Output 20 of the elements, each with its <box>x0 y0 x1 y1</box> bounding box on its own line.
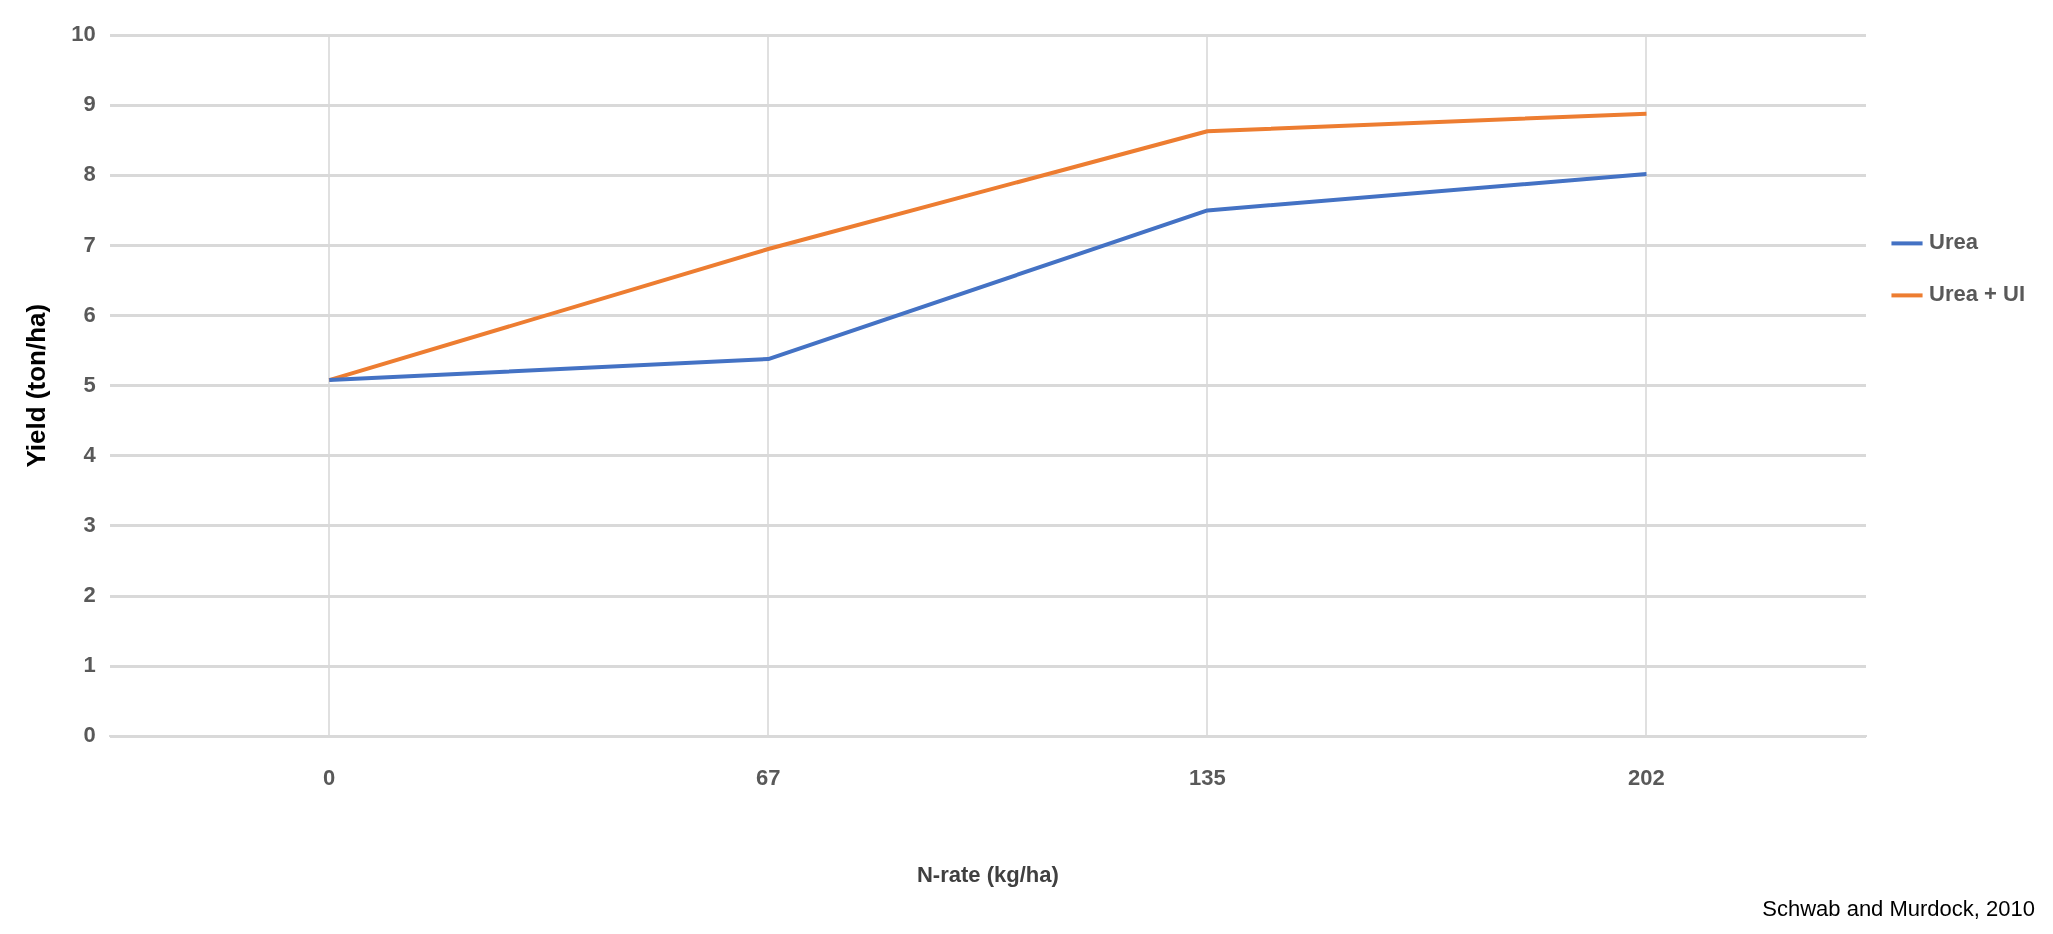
x-axis-title: N-rate (kg/ha) <box>916 861 1059 887</box>
x-tick-label: 67 <box>756 765 781 791</box>
y-tick-label: 4 <box>83 441 97 467</box>
y-tick-label: 6 <box>83 301 96 327</box>
y-tick-label: 10 <box>71 21 96 47</box>
y-tick-label: 1 <box>83 652 96 678</box>
y-tick-label: 3 <box>83 511 96 537</box>
y-tick-label: 5 <box>83 371 96 397</box>
legend-label: Urea <box>1929 229 1979 255</box>
x-tick-label: 135 <box>1189 765 1226 791</box>
y-tick-label: 8 <box>83 161 96 187</box>
x-tick-label: 202 <box>1628 765 1665 791</box>
y-tick-label: 2 <box>83 582 96 608</box>
legend-label: Urea + UI <box>1929 281 2026 307</box>
y-axis-title: Yield (ton/ha) <box>20 303 51 468</box>
x-tick-label: 0 <box>323 765 336 791</box>
y-tick-label: 0 <box>83 722 96 748</box>
y-tick-label: 7 <box>83 231 96 257</box>
y-tick-label: 9 <box>83 91 96 117</box>
text: Schwab and Murdock, 2010 <box>1762 896 2035 922</box>
